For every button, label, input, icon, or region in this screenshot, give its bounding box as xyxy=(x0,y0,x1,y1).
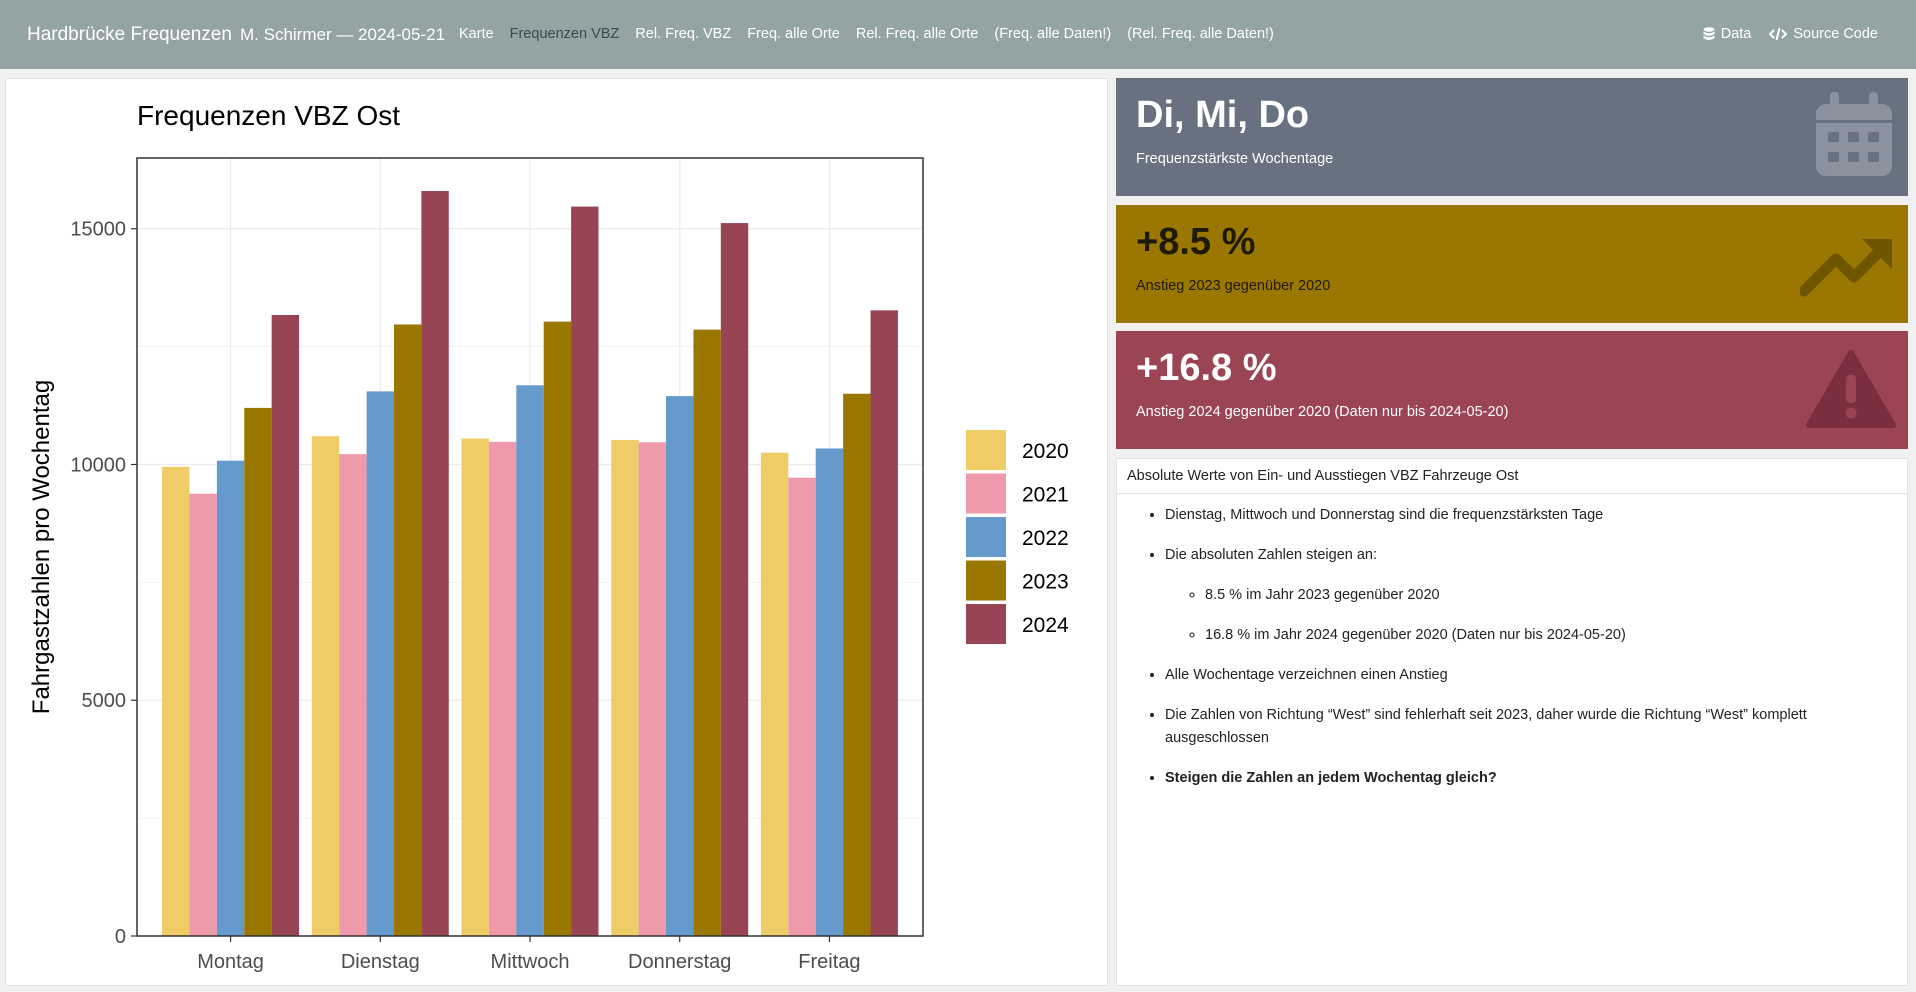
bar-2020-freitag xyxy=(760,452,789,936)
x-tick-label-freitag: Freitag xyxy=(798,951,860,973)
legend-key-2023 xyxy=(966,560,1006,601)
bar-2020-dienstag xyxy=(311,436,340,936)
bar-2020-montag xyxy=(162,466,190,936)
database-icon xyxy=(1703,27,1715,41)
value-box-weekdays: Di, Mi, Do Frequenzstärkste Wochentage xyxy=(1116,78,1908,196)
calendar-icon xyxy=(1816,92,1892,176)
y-tick-label: 0 xyxy=(115,926,126,948)
bar-2022-mittwoch xyxy=(516,385,544,937)
y-tick-label: 15000 xyxy=(70,219,126,241)
legend-key-2021 xyxy=(966,473,1006,514)
trending-up-icon xyxy=(1800,239,1892,297)
value-box-value: Di, Mi, Do xyxy=(1136,94,1310,136)
nav-link-rel-freq-vbz[interactable]: Rel. Freq. VBZ xyxy=(635,26,732,42)
bar-chart: 0 5000 10000 15000 Montag Dienstag Mittwoch Don… xyxy=(28,100,1069,973)
x-tick-label-donnerstag: Donnerstag xyxy=(628,951,731,973)
bar-2024-mittwoch xyxy=(571,206,599,937)
legend-label-2022: 2022 xyxy=(1022,527,1069,550)
bar-2023-donnerstag xyxy=(693,329,721,936)
value-box-caption: Frequenzstärkste Wochentage xyxy=(1136,151,1334,167)
value-box-increase-2023: +8.5 % Anstieg 2023 gegenüber 2020 xyxy=(1116,205,1908,323)
list-item-label: Die absoluten Zahlen steigen an: xyxy=(1165,547,1378,563)
navbar-brand[interactable]: Hardbrücke Frequenzen xyxy=(27,24,232,45)
bar-2020-donnerstag xyxy=(611,439,639,936)
bar-2024-donnerstag xyxy=(720,223,749,936)
legend-label-2021: 2021 xyxy=(1022,484,1069,507)
navbar: Hardbrücke Frequenzen M. Schirmer — 2024… xyxy=(0,0,1916,69)
x-tick-label-dienstag: Dienstag xyxy=(341,951,420,973)
value-box-caption: Anstieg 2024 gegenüber 2020 (Daten nur b… xyxy=(1136,404,1509,420)
warning-icon xyxy=(1806,350,1896,428)
nav-link-karte[interactable]: Karte xyxy=(459,26,494,42)
bar-2023-dienstag xyxy=(393,324,422,937)
nav-link-rel-freq-alle-orte[interactable]: Rel. Freq. alle Orte xyxy=(855,26,979,42)
bar-2021-dienstag xyxy=(339,454,367,936)
nav-links: Karte Frequenzen VBZ Rel. Freq. VBZ Freq… xyxy=(459,26,1290,42)
bar-2024-montag xyxy=(271,315,300,936)
bar-2024-freitag xyxy=(870,310,898,936)
bar-2021-montag xyxy=(189,493,217,936)
nav-link-freq-alle-orte[interactable]: Freq. alle Orte xyxy=(747,26,840,42)
x-tick-label-mittwoch: Mittwoch xyxy=(491,951,570,973)
bar-2021-freitag xyxy=(788,477,816,936)
y-tick-label: 5000 xyxy=(82,690,127,712)
data-link-label: Data xyxy=(1720,26,1752,42)
bar-2022-montag xyxy=(216,460,245,936)
bar-2020-mittwoch xyxy=(461,438,489,936)
source-code-link[interactable]: Source Code xyxy=(1769,26,1878,42)
y-tick-label: 10000 xyxy=(70,454,126,476)
legend-label-2023: 2023 xyxy=(1022,571,1069,594)
list-item: Die absoluten Zahlen steigen an: 8.5 % i… xyxy=(1165,544,1907,647)
text-card-header: Absolute Werte von Ein- und Ausstiegen V… xyxy=(1117,459,1907,494)
legend-key-2022 xyxy=(966,517,1006,557)
sub-list: 8.5 % im Jahr 2023 gegenüber 2020 16.8 %… xyxy=(1165,584,1847,647)
bar-2024-dienstag xyxy=(421,191,449,937)
text-card: Absolute Werte von Ein- und Ausstiegen V… xyxy=(1116,458,1908,986)
legend-key-2024 xyxy=(966,604,1006,644)
value-box-value: +8.5 % xyxy=(1136,221,1256,263)
sub-list-item: 8.5 % im Jahr 2023 gegenüber 2020 xyxy=(1205,584,1847,607)
value-box-caption: Anstieg 2023 gegenüber 2020 xyxy=(1136,278,1331,294)
nav-right: Data Source Code xyxy=(1685,26,1878,42)
legend-label-2020: 2020 xyxy=(1022,440,1069,463)
list-item: Dienstag, Mittwoch und Donnerstag sind d… xyxy=(1165,504,1907,527)
data-link[interactable]: Data xyxy=(1703,26,1752,42)
bar-2021-donnerstag xyxy=(638,442,667,936)
nav-link-freq-alle-daten[interactable]: (Freq. alle Daten!) xyxy=(994,26,1112,42)
findings-list: Dienstag, Mittwoch und Donnerstag sind d… xyxy=(1117,504,1907,790)
legend-label-2024: 2024 xyxy=(1022,614,1069,637)
bar-2023-freitag xyxy=(843,393,871,936)
bar-2023-montag xyxy=(244,407,272,936)
legend-key-2020 xyxy=(966,430,1006,470)
y-axis-label: Fahrgastzahlen pro Wochentag xyxy=(28,380,55,714)
value-box-value: +16.8 % xyxy=(1136,347,1277,389)
bar-2023-mittwoch xyxy=(543,321,572,937)
sub-list-item: 16.8 % im Jahr 2024 gegenüber 2020 (Date… xyxy=(1205,624,1847,647)
code-icon xyxy=(1769,27,1788,41)
list-item-question: Steigen die Zahlen an jedem Wochentag gl… xyxy=(1165,767,1907,790)
list-item: Alle Wochentage verzeichnen einen Anstie… xyxy=(1165,664,1907,687)
bar-2022-freitag xyxy=(815,448,844,936)
bar-2022-donnerstag xyxy=(666,396,694,937)
value-box-increase-2024: +16.8 % Anstieg 2024 gegenüber 2020 (Dat… xyxy=(1116,331,1908,449)
nav-link-frequenzen-vbz[interactable]: Frequenzen VBZ xyxy=(509,26,620,42)
navbar-author: M. Schirmer — 2024-05-21 xyxy=(240,25,446,44)
bar-2022-dienstag xyxy=(366,391,394,936)
x-tick-label-montag: Montag xyxy=(197,951,264,973)
chart-title: Frequenzen VBZ Ost xyxy=(137,100,400,131)
bar-2021-mittwoch xyxy=(488,441,517,936)
source-code-label: Source Code xyxy=(1793,26,1878,42)
chart-card: 0 5000 10000 15000 Montag Dienstag Mittwoch Don… xyxy=(5,78,1108,986)
nav-link-rel-freq-alle-daten[interactable]: (Rel. Freq. alle Daten!) xyxy=(1127,26,1274,42)
list-item: Die Zahlen von Richtung “West” sind fehl… xyxy=(1165,704,1907,750)
